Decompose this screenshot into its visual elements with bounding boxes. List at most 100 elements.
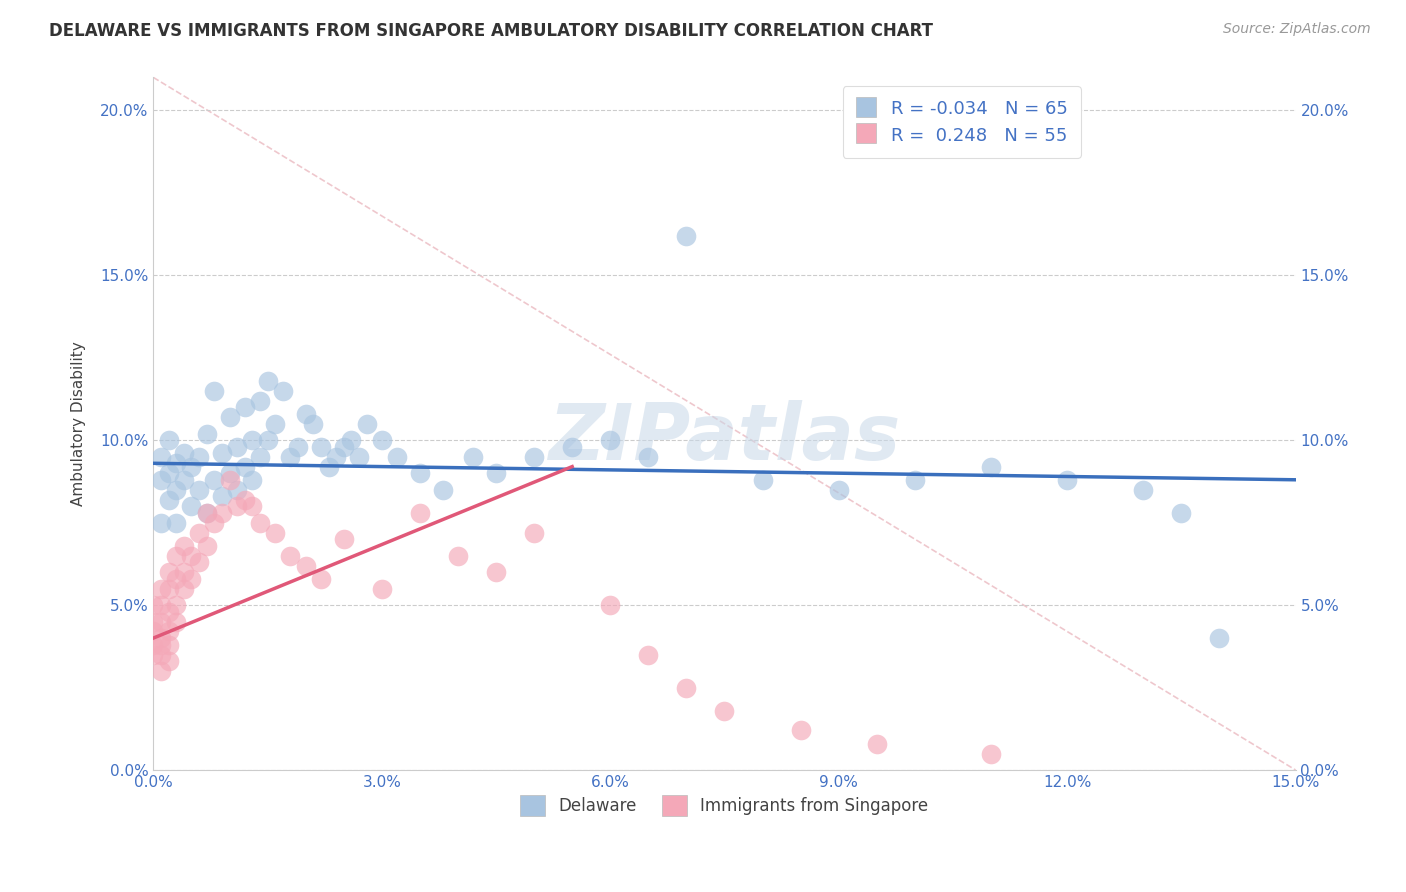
- Point: [1208, 631, 1230, 645]
- Point: [165, 516, 187, 530]
- Point: [202, 516, 225, 530]
- Point: [157, 582, 180, 596]
- Point: [202, 473, 225, 487]
- Point: [173, 565, 195, 579]
- Point: [463, 450, 485, 464]
- Point: [256, 434, 278, 448]
- Point: [1132, 483, 1154, 497]
- Point: [371, 434, 394, 448]
- Point: [195, 426, 218, 441]
- Point: [149, 582, 172, 596]
- Point: [157, 654, 180, 668]
- Point: [233, 492, 256, 507]
- Point: [240, 434, 263, 448]
- Point: [142, 648, 165, 662]
- Text: ZIPatlas: ZIPatlas: [548, 400, 901, 475]
- Point: [173, 473, 195, 487]
- Point: [637, 648, 659, 662]
- Point: [157, 638, 180, 652]
- Point: [218, 473, 240, 487]
- Point: [1170, 506, 1192, 520]
- Point: [149, 450, 172, 464]
- Point: [264, 417, 287, 431]
- Point: [789, 723, 811, 738]
- Point: [149, 664, 172, 678]
- Point: [599, 434, 621, 448]
- Point: [180, 572, 202, 586]
- Point: [180, 459, 202, 474]
- Point: [280, 549, 302, 563]
- Point: [287, 440, 309, 454]
- Text: DELAWARE VS IMMIGRANTS FROM SINGAPORE AMBULATORY DISABILITY CORRELATION CHART: DELAWARE VS IMMIGRANTS FROM SINGAPORE AM…: [49, 22, 934, 40]
- Point: [561, 440, 583, 454]
- Point: [157, 434, 180, 448]
- Point: [332, 532, 354, 546]
- Point: [142, 624, 165, 639]
- Point: [409, 466, 432, 480]
- Point: [188, 483, 211, 497]
- Point: [356, 417, 378, 431]
- Point: [173, 446, 195, 460]
- Point: [211, 506, 233, 520]
- Point: [165, 572, 187, 586]
- Point: [294, 407, 316, 421]
- Point: [637, 450, 659, 464]
- Point: [332, 440, 354, 454]
- Point: [980, 459, 1002, 474]
- Point: [302, 417, 325, 431]
- Point: [485, 565, 508, 579]
- Point: [195, 539, 218, 553]
- Point: [675, 228, 697, 243]
- Point: [1056, 473, 1078, 487]
- Point: [211, 446, 233, 460]
- Point: [751, 473, 773, 487]
- Point: [165, 615, 187, 629]
- Point: [180, 499, 202, 513]
- Point: [195, 506, 218, 520]
- Point: [165, 483, 187, 497]
- Point: [157, 624, 180, 639]
- Point: [218, 466, 240, 480]
- Point: [195, 506, 218, 520]
- Point: [249, 516, 271, 530]
- Point: [226, 440, 249, 454]
- Point: [157, 466, 180, 480]
- Point: [485, 466, 508, 480]
- Point: [240, 473, 263, 487]
- Point: [233, 401, 256, 415]
- Point: [318, 459, 340, 474]
- Point: [202, 384, 225, 398]
- Point: [226, 483, 249, 497]
- Point: [280, 450, 302, 464]
- Point: [447, 549, 470, 563]
- Point: [165, 598, 187, 612]
- Point: [264, 525, 287, 540]
- Point: [165, 549, 187, 563]
- Point: [256, 374, 278, 388]
- Point: [340, 434, 363, 448]
- Point: [157, 492, 180, 507]
- Point: [249, 450, 271, 464]
- Point: [149, 638, 172, 652]
- Point: [866, 737, 889, 751]
- Point: [226, 499, 249, 513]
- Point: [149, 648, 172, 662]
- Point: [149, 598, 172, 612]
- Point: [218, 410, 240, 425]
- Point: [271, 384, 294, 398]
- Point: [294, 558, 316, 573]
- Point: [173, 539, 195, 553]
- Point: [980, 747, 1002, 761]
- Point: [157, 565, 180, 579]
- Point: [432, 483, 454, 497]
- Point: [149, 615, 172, 629]
- Point: [188, 555, 211, 569]
- Point: [523, 525, 546, 540]
- Point: [211, 489, 233, 503]
- Point: [157, 605, 180, 619]
- Point: [325, 450, 347, 464]
- Point: [149, 473, 172, 487]
- Point: [149, 631, 172, 645]
- Legend: Delaware, Immigrants from Singapore: Delaware, Immigrants from Singapore: [512, 787, 936, 824]
- Point: [713, 704, 735, 718]
